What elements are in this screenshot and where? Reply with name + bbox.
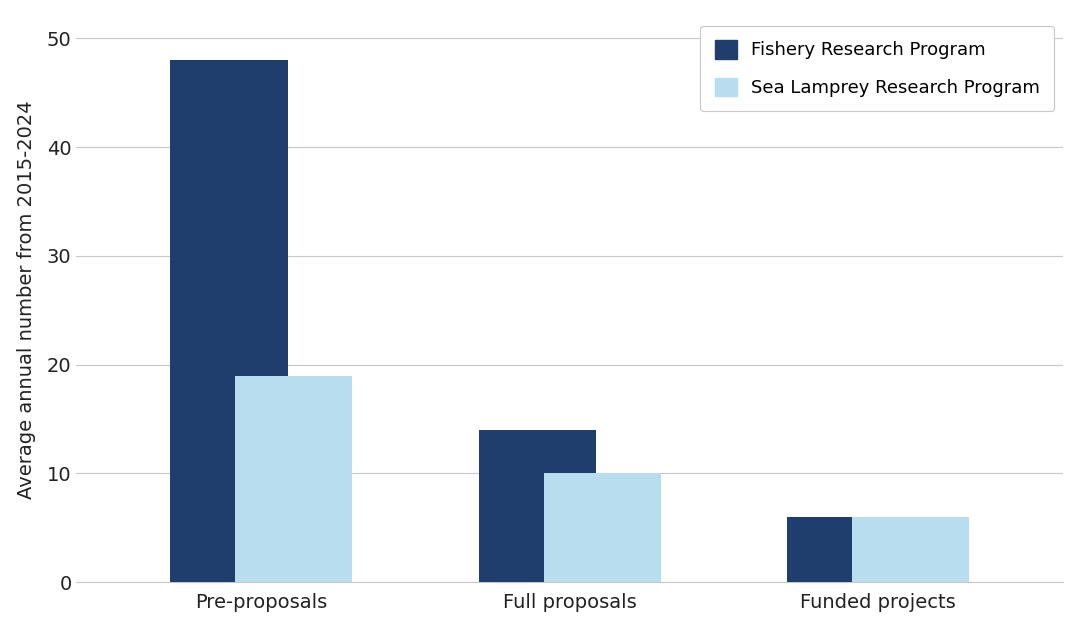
Bar <box>478 430 596 582</box>
Legend: Fishery Research Program, Sea Lamprey Research Program: Fishery Research Program, Sea Lamprey Re… <box>701 26 1054 111</box>
Bar <box>235 376 352 582</box>
Y-axis label: Average annual number from 2015-2024: Average annual number from 2015-2024 <box>16 100 36 499</box>
Bar <box>543 474 661 582</box>
Bar <box>852 517 969 582</box>
Bar <box>787 517 904 582</box>
Bar <box>171 60 287 582</box>
